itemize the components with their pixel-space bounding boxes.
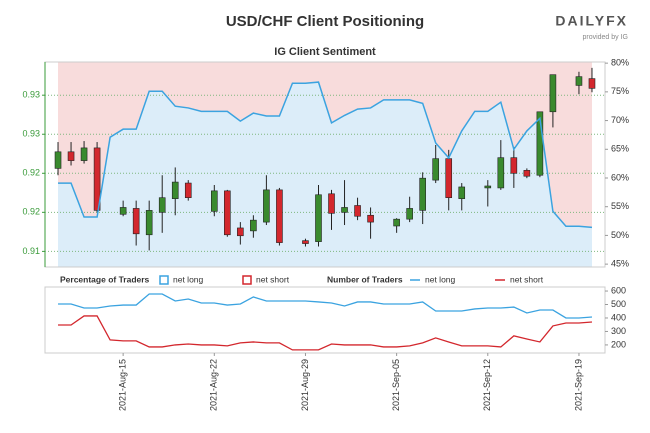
- legend-label: net short: [510, 274, 544, 284]
- candle-body: [549, 74, 557, 113]
- candle-body: [393, 218, 400, 227]
- candle-body: [367, 214, 374, 223]
- candle-body: [354, 205, 361, 217]
- candle-body: [237, 227, 244, 237]
- candle-body: [263, 189, 270, 223]
- candle-body: [211, 190, 218, 212]
- y2-tick-label: 70%: [611, 115, 629, 125]
- candle-body: [145, 210, 153, 236]
- sentiment-line: [58, 81, 593, 229]
- y2-tick-label: 80%: [611, 58, 629, 68]
- x-tick-label: 2021-Sep-05: [391, 359, 401, 411]
- area-fill-below: [58, 82, 592, 267]
- candle-body: [458, 186, 466, 199]
- y-tick-label: 0.92: [22, 168, 40, 178]
- legend-swatch: [242, 275, 252, 285]
- area-fill-above: [58, 62, 592, 228]
- y2-tick-label: 50%: [611, 230, 629, 240]
- legend-label: net long: [173, 274, 204, 284]
- candle-body: [302, 240, 309, 244]
- x-tick-label: 2021-Aug-22: [209, 359, 219, 411]
- y-tick-label: 200: [611, 339, 626, 349]
- candle-body: [54, 151, 62, 169]
- candle-body: [510, 157, 518, 174]
- traders-line: [58, 315, 593, 351]
- candle-body: [419, 177, 426, 211]
- candle-body: [484, 185, 492, 189]
- candle-body: [523, 170, 531, 177]
- x-tick-label: 2021-Sep-12: [482, 359, 492, 411]
- candle-body: [250, 219, 257, 232]
- y2-tick-label: 60%: [611, 172, 629, 182]
- candle-body: [80, 147, 88, 161]
- y-tick-label: 0.91: [22, 246, 40, 256]
- candle-body: [67, 151, 75, 161]
- candle-body: [588, 78, 596, 89]
- legend-label: net short: [256, 274, 290, 284]
- x-tick-label: 2021-Sep-19: [573, 359, 583, 411]
- x-tick-label: 2021-Aug-15: [118, 359, 128, 411]
- candle-body: [132, 208, 140, 235]
- y2-tick-label: 65%: [611, 144, 629, 154]
- y-tick-label: 300: [611, 326, 626, 336]
- traders-line: [58, 293, 593, 319]
- x-tick-label: 2021-Aug-29: [300, 359, 310, 411]
- y2-tick-label: 45%: [611, 259, 629, 269]
- legend-title: Number of Traders: [327, 274, 403, 284]
- chart-title: USD/CHF Client Positioning: [226, 13, 424, 30]
- candle-body: [184, 182, 192, 198]
- candle-body: [276, 189, 283, 243]
- y-tick-label: 0.92: [22, 207, 40, 217]
- candle-body: [119, 207, 127, 215]
- y-tick-label: 0.93: [22, 129, 40, 139]
- candle-body: [158, 197, 166, 213]
- candle-body: [93, 147, 101, 211]
- chart-subtitle: IG Client Sentiment: [274, 46, 376, 58]
- y-tick-label: 600: [611, 285, 626, 295]
- candle-body: [341, 207, 348, 213]
- brand-tagline: provided by IG: [582, 34, 628, 41]
- candle-body: [575, 76, 583, 86]
- candle-body: [497, 157, 505, 189]
- candle-body: [171, 181, 179, 199]
- candle-body: [224, 190, 231, 236]
- y2-tick-label: 75%: [611, 86, 629, 96]
- legend-swatch: [159, 275, 169, 285]
- candle-body: [432, 158, 439, 181]
- legend-title: Percentage of Traders: [60, 274, 150, 284]
- y2-tick-label: 55%: [611, 201, 629, 211]
- brand-name: DAILYFX: [555, 13, 628, 29]
- plot-frame: [44, 286, 606, 354]
- candle-body: [328, 193, 335, 214]
- y-tick-label: 400: [611, 312, 626, 322]
- y-tick-label: 0.93: [22, 90, 40, 100]
- candle-body: [315, 194, 322, 242]
- legend-label: net long: [425, 274, 456, 284]
- y-tick-label: 500: [611, 299, 626, 309]
- candle-body: [445, 158, 453, 198]
- candle-body: [406, 208, 413, 220]
